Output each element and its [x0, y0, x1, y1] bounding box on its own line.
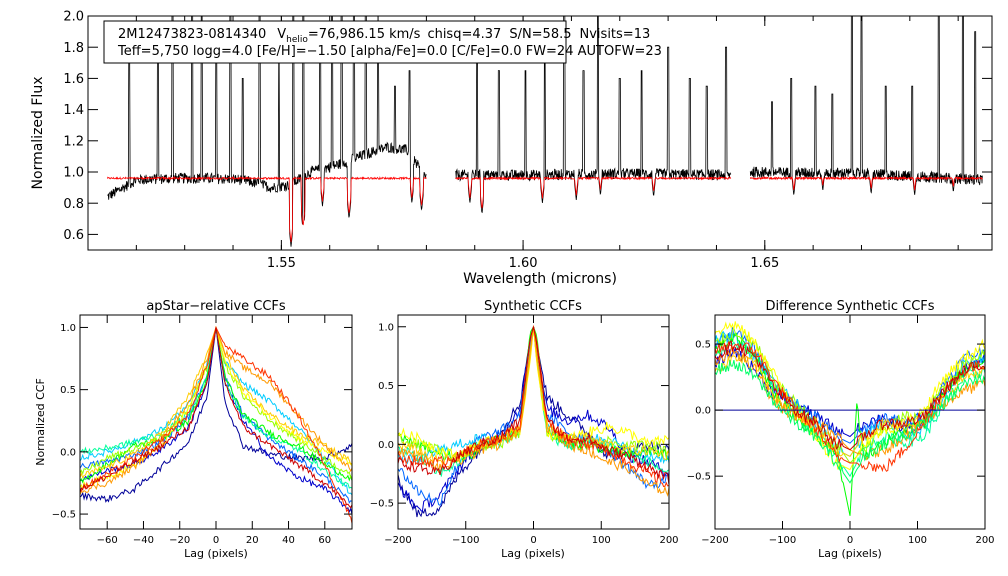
spectrum-info-line2: Teff=5,750 logg=4.0 [Fe/H]=−1.50 [alpha/…: [117, 44, 662, 59]
synthetic-ccf-series-4: [398, 326, 669, 466]
spectrum-x-label: Wavelength (microns): [463, 271, 617, 287]
synthetic-ccf-xtick-label: −100: [452, 535, 479, 546]
spectrum-y-label: Normalized Flux: [30, 77, 46, 190]
apstar-ccf-x-label: Lag (pixels): [184, 547, 248, 560]
object-id: 2M12473823-0814340: [118, 27, 266, 42]
spectrum-info-line1: 2M12473823-0814340 Vhelio=76,986.15 km/s c…: [118, 27, 650, 45]
apstar-ccf-panel: −60 −40 −20 0 20 40 60 −0.5 0.0 0.5 1.0 apStar−rel…: [34, 299, 353, 560]
model-spectrum-chip-2: [455, 175, 732, 209]
vhelio-symbol: V: [277, 27, 286, 42]
difference-ccf-frame: [714, 314, 986, 530]
apstar-ccf-xtick-label: −40: [133, 535, 154, 546]
synthetic-ccf-series-12: [398, 326, 669, 485]
spectrum-xtick-label: 1.60: [509, 256, 538, 271]
spectrum-ytick-label: 1.6: [63, 72, 84, 87]
spectrum-xtick-label: 1.65: [750, 256, 779, 271]
synthetic-ccf-series-11: [398, 324, 669, 488]
synthetic-ccf-xtick-label: 0: [530, 535, 536, 546]
observed-spectrum-chip-3: [749, 16, 983, 195]
synthetic-ccf-series-7: [398, 326, 669, 461]
apstar-ccf-series-2: [80, 327, 352, 515]
synthetic-ccf-series-1: [398, 326, 669, 518]
difference-ccf-ytick-label: −0.5: [687, 472, 711, 483]
difference-ccf-panel: −200 −100 0 100 200 −0.5 0.0 0.5 Difference Syn…: [687, 299, 995, 560]
nvisits-value: Nvisits=13: [580, 27, 651, 42]
vhelio-value: =76,986.15 km/s: [308, 27, 421, 42]
synthetic-ccf-series-9: [398, 326, 669, 466]
synthetic-ccf-ytick-label: −0.5: [370, 499, 394, 510]
synthetic-ccf-ytick-label: 0.5: [378, 381, 394, 392]
apstar-ccf-data: [80, 325, 352, 524]
difference-ccf-ytick-label: 0.0: [695, 406, 711, 417]
spectrum-ytick-label: 0.6: [63, 228, 84, 243]
difference-ccf-series-11: [715, 340, 985, 451]
difference-ccf-xtick-label: 100: [908, 535, 927, 546]
spectrum-ytick-label: 1.2: [63, 134, 84, 149]
spectrum-data: [106, 16, 983, 247]
apstar-ccf-ytick-label: 1.0: [60, 323, 76, 334]
apstar-ccf-xtick-label: 40: [282, 535, 295, 546]
difference-ccf-xtick-label: −100: [769, 535, 796, 546]
synthetic-ccf-series-2: [398, 326, 669, 513]
model-spectrum-chip-3: [749, 175, 983, 191]
apstar-ccf-series-6: [80, 327, 352, 484]
snr-value: S/N=58.5: [509, 27, 571, 42]
synthetic-ccf-xtick-label: 100: [592, 535, 611, 546]
synthetic-ccf-data: [398, 324, 669, 518]
synthetic-ccf-series-6: [398, 325, 669, 464]
synthetic-ccf-ticks: −200 −100 0 100 200 −0.5 0.0 0.5 1.0: [370, 315, 679, 546]
spectrum-panel: 1.55 1.60 1.65 0.6 0.8 1.0 1.2 1.4 1.6 1.8 2.0 2M1…: [30, 10, 993, 287]
difference-ccf-xtick-label: 200: [975, 535, 994, 546]
spectrum-ytick-label: 2.0: [63, 10, 84, 25]
spectrum-info-box: [103, 20, 567, 64]
apstar-ccf-xtick-label: 60: [318, 535, 331, 546]
spectrum-ytick-label: 1.0: [63, 166, 84, 181]
spectrum-xtick-label: 1.55: [267, 256, 296, 271]
spectrum-ytick-label: 1.8: [63, 41, 84, 56]
synthetic-ccf-series-3: [398, 326, 669, 506]
synthetic-ccf-panel: −200 −100 0 100 200 −0.5 0.0 0.5 1.0 Synthetic C…: [370, 299, 679, 560]
chisq-value: chisq=4.37: [427, 27, 501, 42]
apstar-ccf-xtick-label: −20: [169, 535, 190, 546]
synthetic-ccf-x-label: Lag (pixels): [501, 547, 565, 560]
apstar-ccf-ticks: −60 −40 −20 0 20 40 60 −0.5 0.0 0.5 1.0: [52, 315, 352, 546]
difference-ccf-data: [715, 321, 985, 516]
difference-ccf-ticks: −200 −100 0 100 200 −0.5 0.0 0.5: [687, 315, 995, 546]
spectrum-ticks: 1.55 1.60 1.65 0.6 0.8 1.0 1.2 1.4 1.6 1.8 2.0: [63, 10, 992, 271]
apstar-ccf-frame: [79, 314, 353, 530]
spectrum-ytick-label: 0.8: [63, 197, 84, 212]
difference-ccf-x-label: Lag (pixels): [818, 547, 882, 560]
apstar-ccf-series-12: [80, 327, 352, 509]
synthetic-ccf-xtick-label: 200: [659, 535, 678, 546]
apstar-ccf-xtick-label: 20: [246, 535, 259, 546]
apstar-ccf-ytick-label: 0.5: [60, 385, 76, 396]
model-spectrum-chip-1: [106, 175, 427, 243]
synthetic-ccf-series-8: [398, 326, 669, 464]
apstar-ccf-series-3: [80, 327, 352, 504]
difference-ccf-series-7: [715, 321, 985, 471]
spectrum-frame: [87, 15, 993, 251]
difference-ccf-series-2: [715, 327, 985, 444]
apstar-ccf-ytick-label: −0.5: [52, 510, 76, 521]
apstar-ccf-ytick-label: 0.0: [60, 447, 76, 458]
difference-ccf-ytick-label: 0.5: [695, 340, 711, 351]
synthetic-ccf-title: Synthetic CCFs: [484, 299, 582, 314]
apstar-ccf-xtick-label: −60: [97, 535, 118, 546]
difference-ccf-xtick-label: 0: [847, 535, 853, 546]
spectrum-ytick-label: 1.4: [63, 103, 84, 118]
difference-ccf-series-8: [715, 353, 985, 457]
difference-ccf-xtick-label: −200: [701, 535, 728, 546]
synthetic-ccf-xtick-label: −200: [384, 535, 411, 546]
synthetic-ccf-ytick-label: 1.0: [378, 322, 394, 333]
apstar-ccf-xtick-label: 0: [213, 535, 219, 546]
synthetic-ccf-ytick-label: 0.0: [378, 440, 394, 451]
apstar-ccf-y-label: Normalized CCF: [34, 378, 47, 466]
difference-ccf-series-12: [715, 359, 985, 484]
vhelio-subscript: helio: [286, 35, 308, 45]
difference-ccf-title: Difference Synthetic CCFs: [765, 299, 934, 314]
apstar-ccf-title: apStar−relative CCFs: [146, 299, 286, 314]
